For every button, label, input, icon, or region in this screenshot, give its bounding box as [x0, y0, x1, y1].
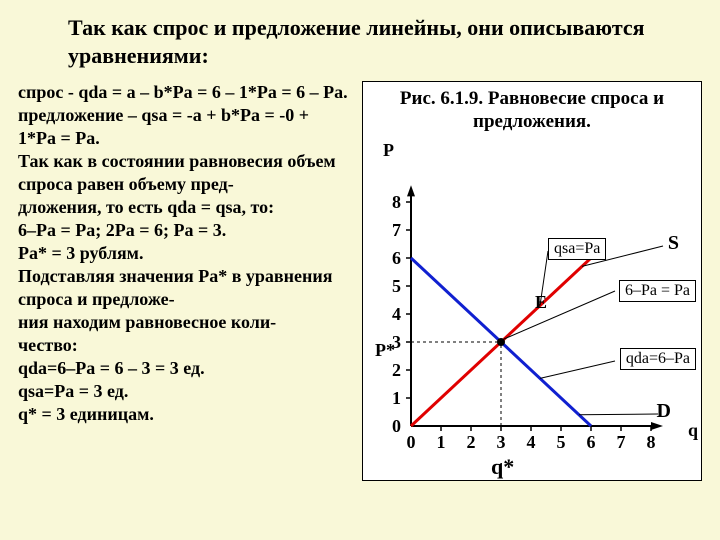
equilibrium-letter: E [535, 292, 547, 313]
supply-eq-box: qsa=Pa [548, 238, 606, 260]
svg-text:8: 8 [647, 432, 656, 452]
svg-text:5: 5 [557, 432, 566, 452]
eq-qty-label: q* [491, 454, 514, 480]
svg-text:3: 3 [497, 432, 506, 452]
line-1: спрос - qda = a – b*Pa = 6 – 1*Pa = 6 – … [18, 82, 348, 102]
line-6: Pa* = 3 рублям. [18, 243, 143, 263]
line-12: q* = 3 единицам. [18, 404, 154, 424]
svg-text:5: 5 [392, 276, 401, 296]
svg-text:0: 0 [392, 416, 401, 436]
line-10: qda=6–Pa = 6 – 3 = 3 ед. [18, 358, 205, 378]
line-11: qsa=Pa = 3 ед. [18, 381, 128, 401]
svg-text:2: 2 [467, 432, 476, 452]
line-2: предложение – qsa = -a + b*Pa = -0 + 1*P… [18, 105, 309, 148]
svg-text:7: 7 [617, 432, 626, 452]
line-7: Подставляя значения Pa* в уравнения спро… [18, 266, 333, 309]
chart-title: Рис. 6.1.9. Равновесие спроса и предложе… [363, 82, 701, 136]
chart-box: Рис. 6.1.9. Равновесие спроса и предложе… [362, 81, 702, 481]
svg-text:2: 2 [392, 360, 401, 380]
page-title: Так как спрос и предложение линейны, они… [68, 14, 702, 69]
svg-text:1: 1 [437, 432, 446, 452]
equations-text: спрос - qda = a – b*Pa = 6 – 1*Pa = 6 – … [18, 81, 348, 481]
svg-text:4: 4 [392, 304, 401, 324]
svg-text:7: 7 [392, 220, 401, 240]
y-axis-label: P [383, 140, 394, 161]
demand-eq-box-1: 6–Pa = Pa [619, 280, 696, 302]
demand-eq-box-2: qda=6–Pa [620, 348, 696, 370]
line-8: ния находим равновесное коли- [18, 312, 276, 332]
eq-price-label: P* [375, 340, 395, 361]
line-4: дложения, то есть qda = qsa, то: [18, 197, 274, 217]
demand-letter: D [657, 400, 671, 423]
supply-letter: S [668, 232, 679, 255]
svg-text:4: 4 [527, 432, 536, 452]
line-3: Так как в состоянии равновесия объем спр… [18, 151, 336, 194]
line-9: чество: [18, 335, 78, 355]
svg-text:0: 0 [407, 432, 416, 452]
x-axis-label: q [688, 420, 698, 441]
svg-text:6: 6 [587, 432, 596, 452]
svg-text:8: 8 [392, 192, 401, 212]
svg-text:6: 6 [392, 248, 401, 268]
svg-text:1: 1 [392, 388, 401, 408]
line-5: 6–Pa = Pa; 2Pa = 6; Pa = 3. [18, 220, 226, 240]
